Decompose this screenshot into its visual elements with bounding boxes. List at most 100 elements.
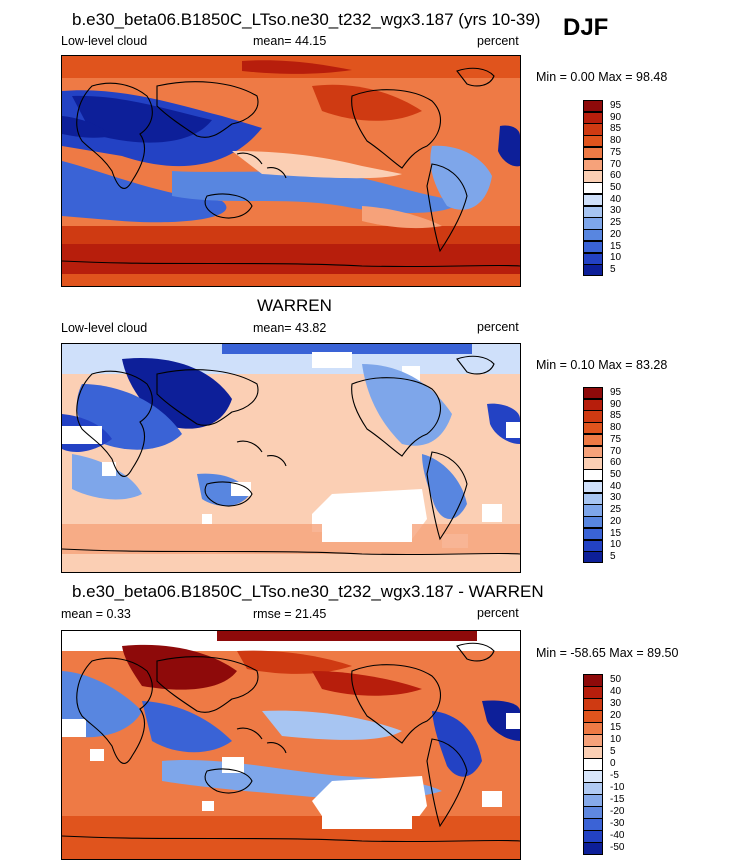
panel-mean-obs: mean= 43.82 [253,321,327,335]
minmax-obs: Min = 0.10 Max = 83.28 [536,358,668,372]
colorbar-label: 40 [610,686,622,697]
colorbar-label: 30 [610,205,622,217]
colorbar-label: 70 [610,445,622,457]
colorbar-swatch [583,722,603,735]
colorbar-label: 30 [610,492,622,504]
colorbar-swatch [583,842,603,855]
colorbar-label: 50 [610,674,622,685]
colorbar-swatch [583,205,603,218]
colorbar-swatch [583,433,603,447]
colorbar-swatch [583,217,603,230]
panel-mean-model: mean= 44.15 [253,34,327,48]
colorbar-label: -15 [610,794,625,805]
colorbar-swatch [583,686,603,699]
colorbar-swatch [583,504,603,517]
colorbar-swatch [583,806,603,819]
colorbar-swatch [583,387,603,400]
colorbar-swatch [583,410,603,423]
colorbar-swatch [583,527,603,541]
colorbar-label: 15 [610,240,622,252]
map-panel-obs [61,343,521,573]
colorbar-label: 20 [610,710,622,721]
colorbar-model: 95 90 85 80 75 70 60 50 40 30 25 20 15 10 5 [583,100,643,277]
colorbar-swatch [583,746,603,759]
colorbar-label: 10 [610,252,622,264]
colorbar-swatch [583,182,603,195]
colorbar-label: 15 [610,527,622,539]
colorbar-swatch [583,193,603,207]
map-panel-diff [61,630,521,860]
colorbar-label: 5 [610,551,616,563]
colorbar-swatch [583,457,603,470]
panel-units-diff: percent [477,606,519,620]
colorbar-swatch [583,830,603,843]
panel-variable-model: Low-level cloud [61,34,148,48]
colorbar-swatch [583,818,603,831]
colorbar-label: 40 [610,480,622,492]
colorbar-label: 85 [610,410,622,422]
cloud-difference-map [62,631,520,859]
panel-title-diff: b.e30_beta06.B1850C_LTso.ne30_t232_wgx3.… [72,582,544,601]
colorbar-swatch [583,469,603,482]
colorbar-label: 0 [610,758,616,769]
colorbar-label: 80 [610,135,622,147]
colorbar-swatch [583,135,603,148]
colorbar-label: -5 [610,770,619,781]
colorbar-swatch [583,782,603,795]
colorbar-swatch [583,770,603,783]
colorbar-swatch [583,123,603,136]
colorbar-swatch [583,539,603,552]
cloud-field-map-obs [62,344,520,572]
minmax-diff: Min = -58.65 Max = 89.50 [536,646,679,660]
colorbar-label: 40 [610,193,622,205]
colorbar-label: 30 [610,698,622,709]
map-panel-model [61,55,521,287]
season-label: DJF [563,14,609,41]
colorbar-label: 20 [610,228,622,240]
colorbar-swatch [583,516,603,529]
colorbar-label: -30 [610,818,625,829]
colorbar-label: 50 [610,182,622,193]
colorbar-diff: 50 40 30 20 15 10 5 0 -5 -10 -15 -20 -30 -40 -50 [583,674,643,855]
colorbar-label: 70 [610,158,622,170]
colorbar-swatch [583,758,603,771]
panel-units-model: percent [477,34,519,48]
colorbar-swatch [583,674,603,687]
colorbar-label: 50 [610,469,622,480]
colorbar-swatch [583,170,603,183]
colorbar-swatch [583,794,603,807]
colorbar-swatch [583,398,603,411]
colorbar-swatch [583,698,603,711]
colorbar-swatch [583,480,603,494]
colorbar-label: 60 [610,457,622,469]
colorbar-label: 85 [610,123,622,135]
colorbar-swatch [583,158,603,171]
panel-title-obs: WARREN [257,296,332,315]
colorbar-label: 10 [610,539,622,551]
colorbar-swatch [583,264,603,277]
colorbar-label: 95 [610,386,622,398]
colorbar-label: 25 [610,217,622,229]
colorbar-label: -50 [610,842,625,853]
colorbar-label: -20 [610,806,625,817]
colorbar-label: 90 [610,111,622,123]
colorbar-label: 5 [610,746,616,757]
colorbar-label: -40 [610,830,625,841]
colorbar-swatch [583,551,603,564]
colorbar-label: 5 [610,264,616,276]
colorbar-label: 75 [610,146,622,158]
panel-units-obs: percent [477,320,519,334]
cloud-field-map-model [62,56,520,286]
colorbar-label: 90 [610,398,622,410]
colorbar-swatch [583,445,603,458]
colorbar-swatch [583,111,603,124]
colorbar-label: 15 [610,722,622,733]
colorbar-label: 80 [610,422,622,434]
colorbar-swatch [583,492,603,505]
panel-title-model: b.e30_beta06.B1850C_LTso.ne30_t232_wgx3.… [72,10,541,29]
colorbar-swatch [583,240,603,254]
colorbar-label: 60 [610,170,622,182]
colorbar-label: 25 [610,504,622,516]
colorbar-label: 20 [610,515,622,527]
panel-rmse-diff: rmse = 21.45 [253,607,327,621]
